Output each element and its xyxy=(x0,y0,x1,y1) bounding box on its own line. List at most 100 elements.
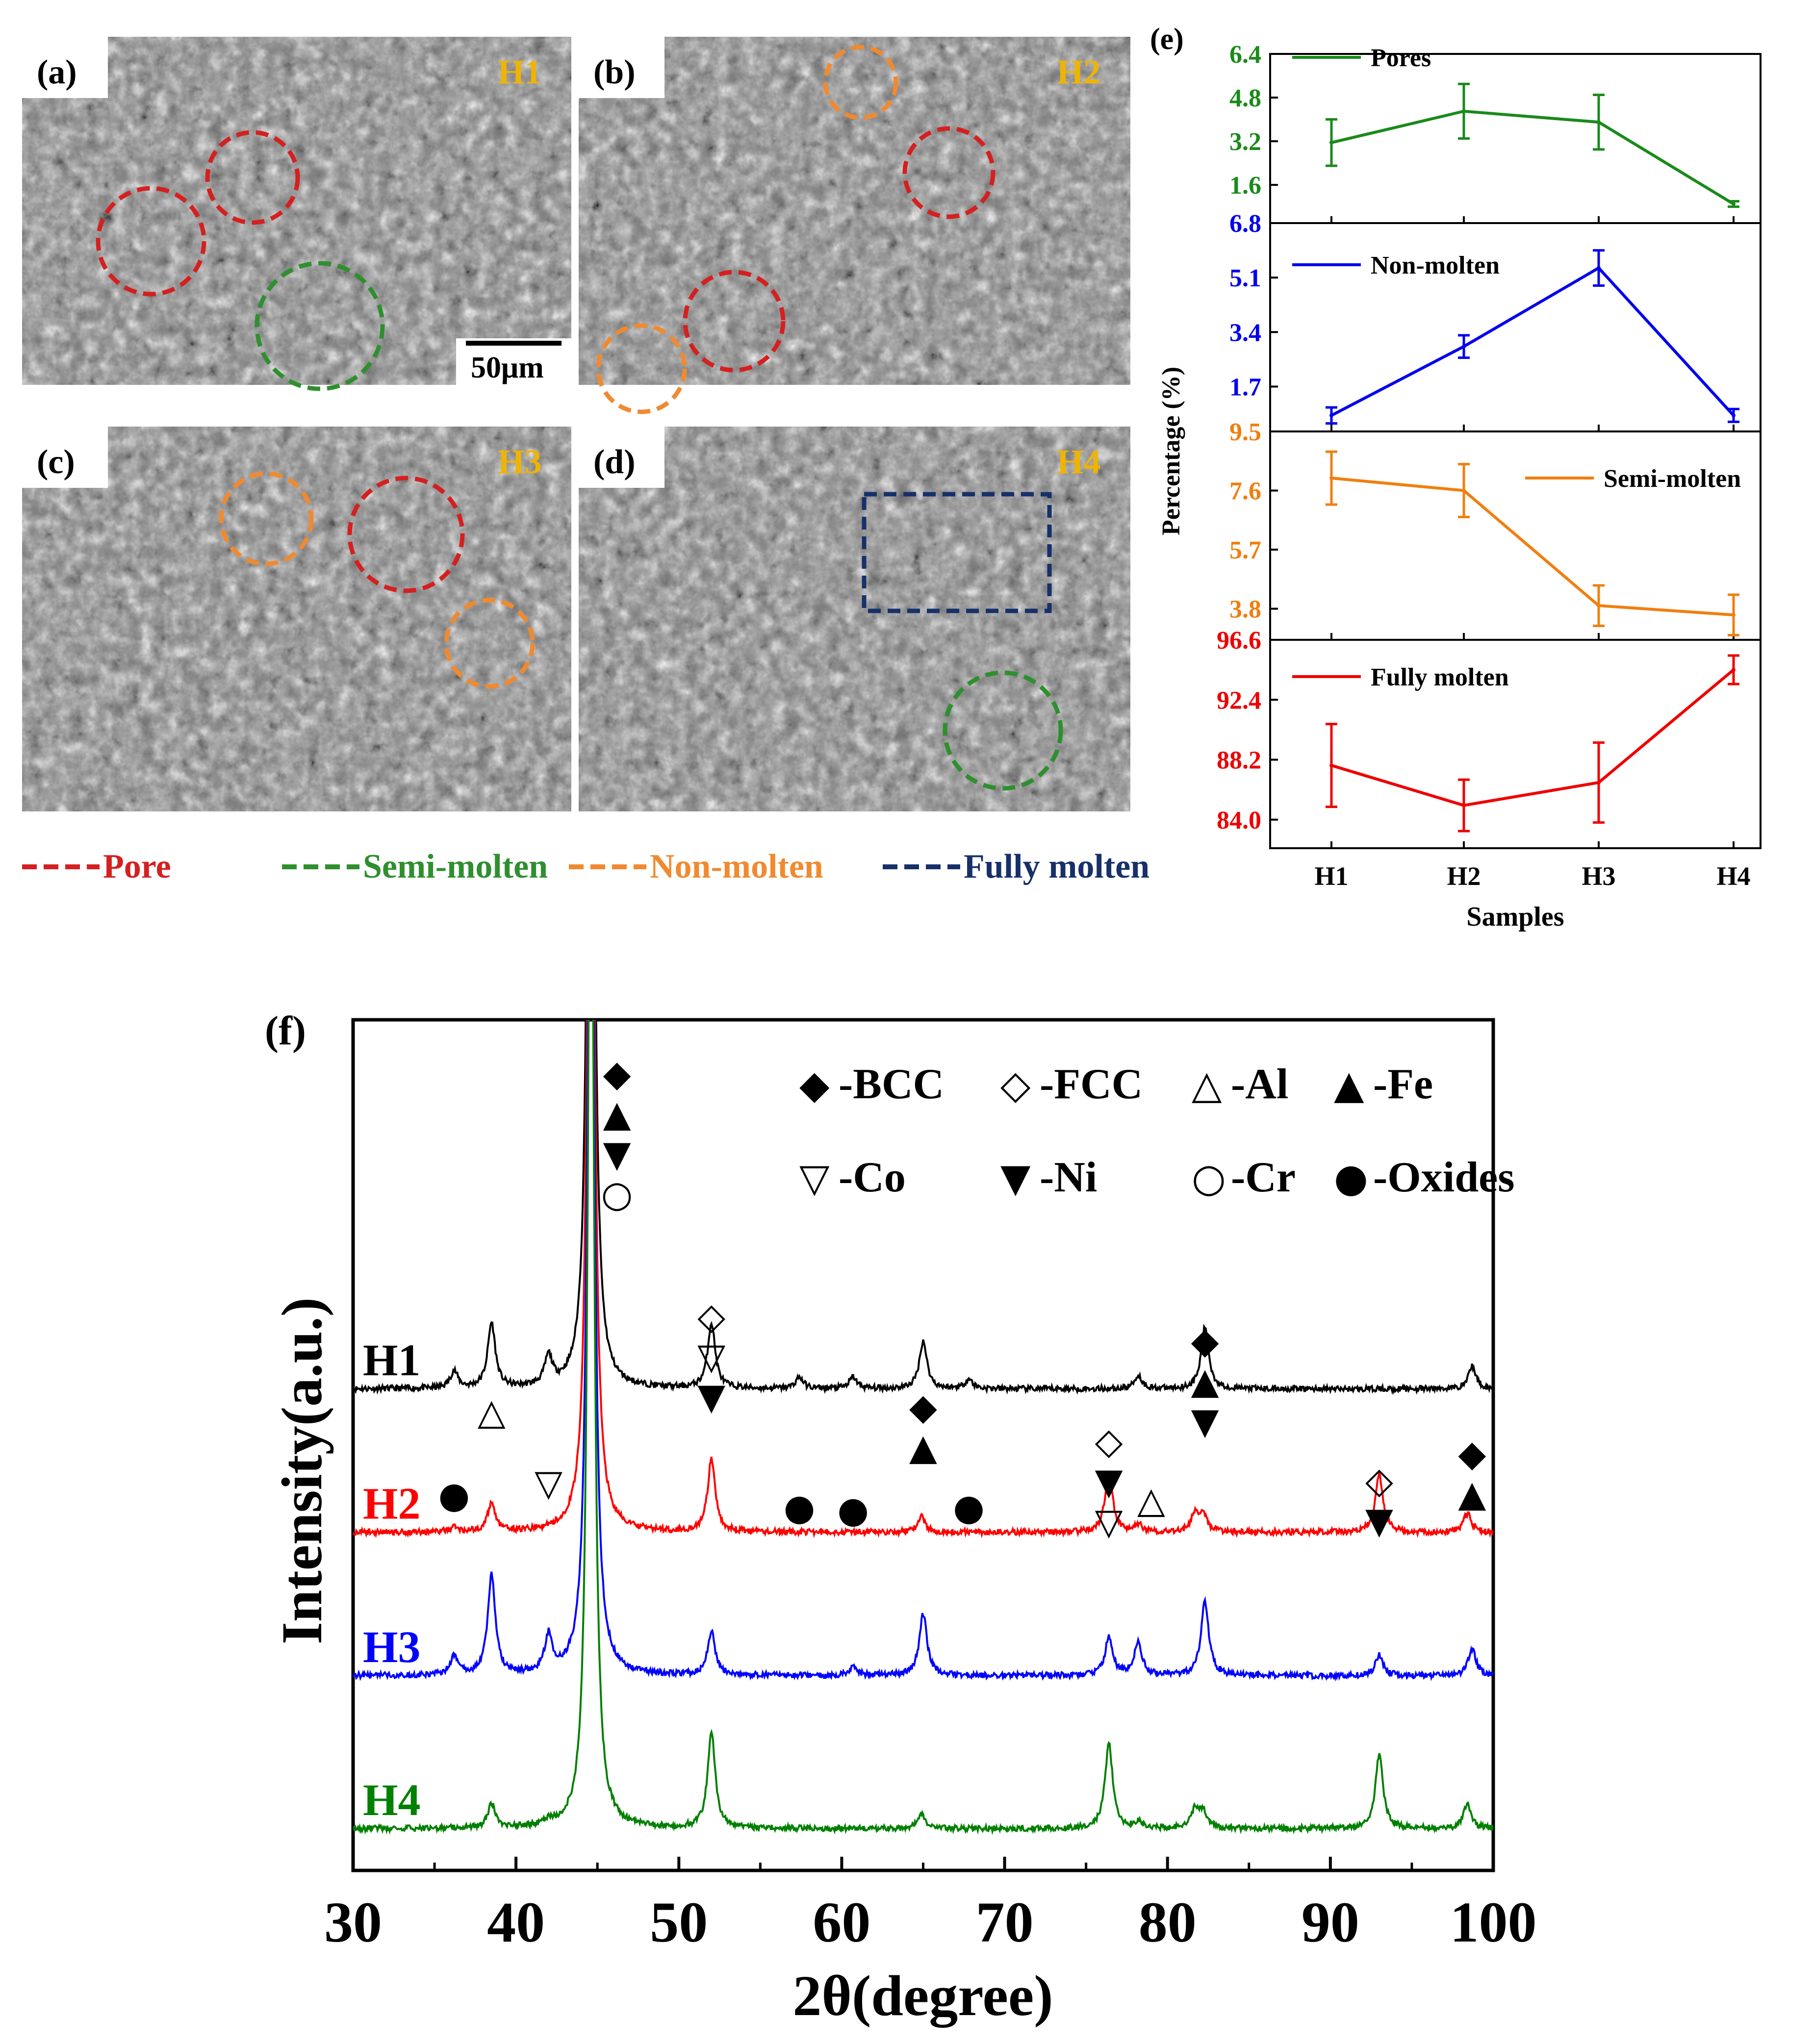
x-tick-label: 40 xyxy=(487,1890,545,1954)
peak-marker: △ xyxy=(478,1391,506,1433)
data-point xyxy=(1329,763,1333,768)
peak-marker: ◇ xyxy=(1365,1460,1393,1502)
peak-marker: ▲ xyxy=(603,1093,631,1135)
x-tick-label: H3 xyxy=(1582,861,1615,891)
peak-marker: ▼ xyxy=(697,1376,725,1418)
data-point xyxy=(1732,613,1736,617)
legend-symbol: ▼ xyxy=(1000,1155,1031,1201)
sample-tag-b: H2 xyxy=(1057,53,1100,91)
annotation-pore xyxy=(683,270,786,373)
sem-texture-c xyxy=(22,427,571,811)
annotation-non-molten xyxy=(596,323,687,414)
peak-marker: ▲ xyxy=(909,1426,937,1468)
pattern-line-H4 xyxy=(353,1020,1493,1835)
legend-label-0: Pore xyxy=(103,848,171,885)
peak-marker: ▲ xyxy=(1458,1473,1486,1515)
peak-marker: ◆ xyxy=(603,1053,631,1095)
legend-label: -Al xyxy=(1231,1060,1288,1108)
x-tick-label: H2 xyxy=(1447,861,1481,891)
peak-marker: ▼ xyxy=(1095,1461,1123,1503)
legend-label: -Co xyxy=(839,1154,906,1201)
legend-symbol: ▲ xyxy=(1334,1062,1364,1108)
legend-label-2: Non-molten xyxy=(650,848,823,885)
peak-marker: ● xyxy=(784,1487,816,1529)
sem-texture-b xyxy=(579,37,1130,385)
y-tick-label: 4.8 xyxy=(1229,84,1261,112)
annotation-semi-molten xyxy=(255,261,385,391)
y-tick-label: 6.8 xyxy=(1229,210,1261,238)
legend-label: -FCC xyxy=(1040,1060,1143,1108)
data-point xyxy=(1329,476,1333,480)
x-tick-label: 50 xyxy=(650,1890,708,1954)
sem-panel-c: (c) H3 xyxy=(22,427,571,811)
pattern-line-H2 xyxy=(353,1020,1493,1539)
peak-marker: ▽ xyxy=(1095,1501,1123,1543)
data-point xyxy=(1732,202,1736,206)
legend-symbol: ◆ xyxy=(799,1062,830,1108)
series-line-0 xyxy=(1331,109,1735,205)
legend-symbol: ○ xyxy=(1192,1155,1226,1201)
sem-panel-a: (a) H1 50μm xyxy=(22,37,571,385)
sample-tag-d: H4 xyxy=(1057,443,1100,481)
peak-marker: ◇ xyxy=(697,1295,725,1337)
legend-label: -Cr xyxy=(1231,1154,1296,1201)
x-tick-label: 80 xyxy=(1139,1890,1197,1954)
subplot-3: 96.6 92.4 88.2 84.0 Fully molten xyxy=(1217,627,1762,849)
series-line-1 xyxy=(1330,266,1735,417)
sem-panel-b: (b) H2 xyxy=(579,37,1130,385)
peak-marker: ◇ xyxy=(1095,1420,1123,1463)
panel-label-a: (a) xyxy=(37,53,77,91)
legend-label: Semi-molten xyxy=(1604,465,1741,493)
legend-symbol: ▽ xyxy=(799,1155,830,1201)
legend-label-1: Semi-molten xyxy=(363,848,548,885)
peak-marker: ● xyxy=(953,1487,985,1529)
y-axis-label: Percentage (%) xyxy=(1157,367,1185,535)
y-tick-label: 92.4 xyxy=(1217,686,1261,714)
annotation-fully-molten xyxy=(862,492,1052,613)
pattern-line-H1 xyxy=(353,1020,1493,1395)
subplot-0: 6.4 4.8 3.2 1.6 Pores xyxy=(1229,41,1762,224)
x-tick-label: 100 xyxy=(1450,1890,1537,1954)
sem-texture-d xyxy=(579,427,1130,811)
y-tick-label: 96.6 xyxy=(1217,627,1261,655)
y-tick-label: 3.8 xyxy=(1229,596,1261,624)
pattern-label-H1: H1 xyxy=(363,1335,421,1385)
peak-marker: ▼ xyxy=(1191,1400,1219,1442)
legend-symbol: ● xyxy=(1334,1155,1368,1201)
sample-tag-c: H3 xyxy=(498,443,541,481)
peak-marker: ▽ xyxy=(697,1336,725,1378)
x-tick-label: 70 xyxy=(976,1890,1034,1954)
chart-e: (e) 6.4 4.8 3.2 1.6 Pores 6.8 5.1 3.4 1.7 Non-molt… xyxy=(1150,23,1762,932)
annotation-pore xyxy=(902,126,996,219)
legend-symbol: ◇ xyxy=(1000,1062,1031,1108)
legend-label: -Ni xyxy=(1040,1154,1097,1201)
panel-label-d: (d) xyxy=(593,443,636,481)
y-tick-label: 1.6 xyxy=(1229,172,1261,200)
legend-label: Pores xyxy=(1371,44,1431,72)
series-line-2 xyxy=(1331,477,1734,617)
y-tick-label: 5.7 xyxy=(1229,536,1261,564)
data-point xyxy=(1329,140,1333,145)
y-tick-label: 9.5 xyxy=(1229,418,1261,446)
legend-label: -Fe xyxy=(1373,1060,1433,1108)
annotation-pore xyxy=(205,130,300,225)
panel-label-b: (b) xyxy=(593,53,636,91)
data-point xyxy=(1462,344,1466,349)
y-tick-label: 3.2 xyxy=(1229,128,1261,156)
panel-label-f: (f) xyxy=(265,1008,306,1054)
x-tick-label: H4 xyxy=(1716,861,1750,891)
peak-marker: ● xyxy=(837,1489,869,1531)
annotation-non-molten xyxy=(823,45,898,120)
panel-label-box xyxy=(22,427,108,488)
legend-label: -Oxides xyxy=(1373,1154,1514,1201)
peak-marker: △ xyxy=(1137,1479,1165,1521)
scale-bar-box xyxy=(456,338,571,385)
y-tick-label: 88.2 xyxy=(1217,747,1261,775)
x-tick-label: 60 xyxy=(813,1890,870,1954)
series-line-3 xyxy=(1331,668,1735,807)
pattern-label-H4: H4 xyxy=(363,1775,421,1825)
data-point xyxy=(1597,604,1601,608)
peak-marker: ▼ xyxy=(1365,1500,1393,1542)
sem-texture-a xyxy=(22,37,571,385)
data-point xyxy=(1462,488,1466,493)
